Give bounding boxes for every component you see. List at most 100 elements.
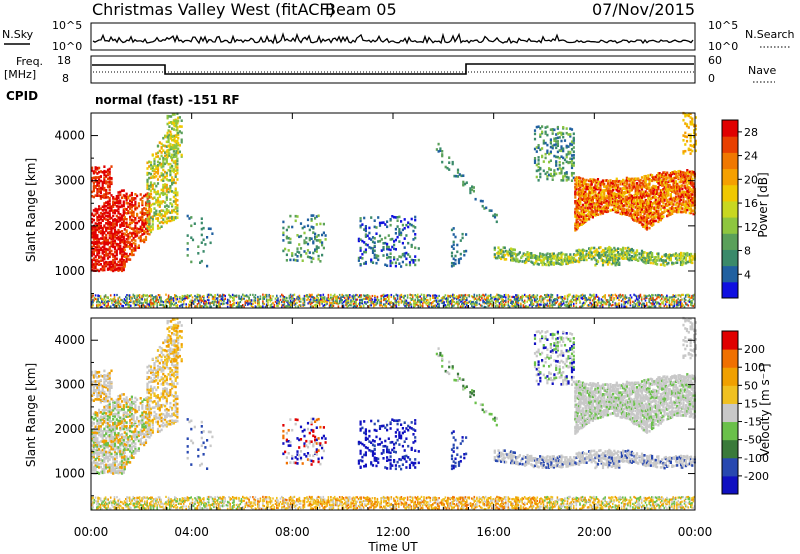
range-cell [669, 172, 672, 175]
range-cell [176, 166, 179, 169]
range-cell [228, 299, 230, 302]
range-cell [648, 183, 651, 186]
range-cell [512, 257, 515, 260]
range-cell [637, 190, 640, 194]
range-cell [178, 130, 181, 133]
range-cell [640, 208, 644, 211]
range-cell [306, 295, 308, 298]
range-cell [137, 216, 140, 220]
range-cell [96, 262, 99, 266]
range-cell [497, 252, 500, 255]
range-cell [125, 195, 128, 198]
range-cell [305, 241, 308, 244]
range-cell [103, 297, 106, 300]
range-cell [574, 226, 577, 230]
range-cell [103, 295, 106, 298]
range-cell [418, 299, 420, 302]
range-cell [617, 184, 620, 187]
range-cell [162, 188, 165, 191]
range-cell [578, 197, 581, 201]
range-cell [493, 246, 496, 250]
range-cell [598, 180, 601, 184]
range-cell [309, 298, 312, 301]
range-cell [198, 299, 200, 302]
range-cell [257, 300, 259, 303]
range-cell [173, 139, 176, 143]
range-cell [623, 209, 626, 213]
range-cell [642, 256, 645, 259]
range-cell [571, 256, 574, 260]
range-cell [127, 305, 130, 308]
range-cell [157, 300, 160, 303]
range-cell [257, 295, 259, 299]
range-cell [359, 225, 362, 229]
range-cell [628, 196, 631, 200]
range-cell [110, 228, 113, 231]
range-cell [291, 295, 293, 298]
range-cell [690, 195, 693, 198]
range-cell [160, 151, 163, 154]
range-cell [172, 191, 175, 194]
range-cell [119, 267, 122, 270]
range-cell [178, 125, 181, 128]
range-cell [648, 221, 651, 225]
range-cell [666, 176, 669, 180]
range-cell [518, 251, 521, 254]
range-cell [531, 261, 534, 264]
range-cell [620, 204, 623, 207]
range-cell [171, 135, 174, 138]
range-cell [287, 249, 290, 252]
range-cell [618, 192, 621, 195]
range-cell [664, 259, 667, 262]
range-cell [679, 254, 683, 257]
range-cell [683, 181, 686, 184]
range-cell [630, 207, 633, 210]
range-cell [661, 204, 664, 208]
range-cell [105, 180, 108, 183]
range-cell [157, 299, 160, 302]
range-cell [681, 207, 684, 210]
range-cell [110, 207, 113, 211]
range-cell [619, 248, 622, 251]
range-cell [576, 199, 579, 202]
range-cell [156, 169, 160, 173]
range-cell [101, 259, 104, 262]
range-cell [527, 258, 530, 261]
range-cell [125, 218, 128, 221]
range-cell [537, 146, 540, 150]
range-cell [581, 203, 584, 207]
range-cell [320, 295, 322, 298]
range-cell [651, 254, 654, 257]
range-cell [648, 210, 651, 213]
range-cell [143, 240, 146, 244]
range-cell [645, 258, 649, 262]
range-cell [310, 260, 313, 264]
range-cell [571, 260, 574, 264]
range-cell [639, 197, 642, 200]
range-cell [569, 142, 572, 146]
range-cell [130, 232, 133, 235]
range-cell [96, 217, 99, 221]
range-cell [213, 302, 215, 305]
range-cell [583, 249, 586, 252]
range-cell [108, 246, 111, 249]
range-cell [110, 209, 113, 212]
range-cell [127, 303, 130, 306]
range-cell [148, 176, 151, 180]
range-cell [643, 251, 646, 254]
range-cell [677, 170, 680, 173]
range-cell [296, 234, 299, 237]
range-cell [649, 211, 652, 215]
range-cell [690, 211, 693, 215]
range-cell [396, 216, 399, 219]
range-cell [190, 236, 193, 239]
range-cell [666, 194, 669, 198]
range-cell [681, 263, 684, 267]
range-cell [413, 302, 415, 305]
range-cell [91, 212, 94, 216]
range-cell [96, 304, 98, 307]
range-cell [610, 203, 613, 207]
range-cell [394, 298, 396, 301]
range-cell [119, 230, 122, 234]
range-cell [619, 197, 622, 201]
